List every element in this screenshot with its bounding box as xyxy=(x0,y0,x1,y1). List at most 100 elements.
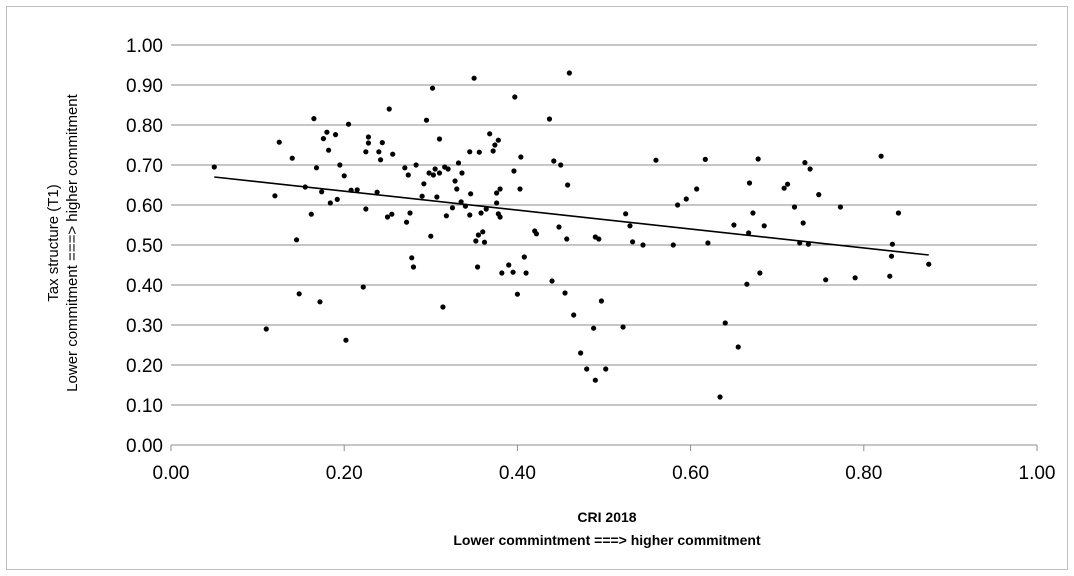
data-point xyxy=(337,162,343,168)
data-point xyxy=(702,156,708,162)
data-point xyxy=(551,158,557,164)
data-point xyxy=(293,237,300,243)
data-point xyxy=(440,304,446,310)
data-point xyxy=(592,377,598,383)
data-point xyxy=(276,139,282,145)
data-point xyxy=(781,185,787,191)
data-point xyxy=(332,132,339,138)
y-tick-label: 0.40 xyxy=(126,276,163,297)
grid-layer xyxy=(171,44,1037,406)
data-point xyxy=(735,344,741,350)
data-point xyxy=(495,137,501,143)
data-point xyxy=(653,157,659,163)
data-point xyxy=(429,85,436,91)
data-point xyxy=(468,191,474,197)
data-point xyxy=(320,136,327,142)
data-point xyxy=(521,254,527,260)
data-point xyxy=(490,148,496,154)
chart-frame: 0.00 0.10 0.20 0.30 0.40 0.50 0.60 0.70 0.80 0.90… xyxy=(6,6,1068,570)
data-point xyxy=(878,153,884,159)
trendline-layer xyxy=(214,176,929,256)
data-point xyxy=(533,231,540,237)
data-point xyxy=(426,170,432,176)
data-point xyxy=(436,170,443,176)
data-point xyxy=(675,202,681,208)
data-point xyxy=(432,166,438,172)
data-point xyxy=(584,366,590,372)
data-point xyxy=(478,210,484,216)
data-point xyxy=(326,147,332,153)
data-point xyxy=(459,170,465,176)
data-point xyxy=(705,240,711,246)
data-point xyxy=(494,190,500,196)
data-point xyxy=(564,236,570,242)
data-point xyxy=(452,178,458,184)
data-point xyxy=(629,239,636,245)
data-point xyxy=(895,210,902,216)
data-point xyxy=(445,166,451,172)
data-point xyxy=(805,241,811,247)
data-point xyxy=(591,325,597,331)
data-point xyxy=(549,278,555,284)
data-point xyxy=(272,193,278,199)
data-point xyxy=(784,181,791,187)
y-tick-label: 0.00 xyxy=(126,436,163,457)
data-point xyxy=(313,165,320,171)
data-point xyxy=(566,70,572,76)
data-point xyxy=(374,189,380,195)
y-axis-subtitle: Lower commitment ===> higher commitment xyxy=(64,93,81,391)
data-point xyxy=(384,214,391,220)
data-point xyxy=(474,264,481,270)
tick-labels-layer: 0.00 0.10 0.20 0.30 0.40 0.50 0.60 0.70 0.80 0.90… xyxy=(126,36,1055,484)
data-point xyxy=(807,166,813,172)
data-point xyxy=(343,337,349,343)
data-point xyxy=(363,206,369,212)
data-point xyxy=(487,131,493,137)
data-point xyxy=(443,213,449,219)
data-point xyxy=(750,210,756,216)
data-point xyxy=(354,187,360,193)
data-point xyxy=(888,253,895,259)
y-tick-label: 0.10 xyxy=(126,396,163,417)
data-point xyxy=(800,220,806,226)
x-tick-label: 0.40 xyxy=(499,463,536,484)
data-point xyxy=(802,160,808,166)
data-point xyxy=(744,281,750,287)
data-point xyxy=(376,149,382,155)
data-point xyxy=(476,149,482,155)
data-point xyxy=(511,168,517,174)
data-point xyxy=(926,261,932,267)
data-point xyxy=(562,290,568,296)
data-point xyxy=(683,196,689,202)
data-point xyxy=(263,326,269,332)
data-point xyxy=(694,186,700,192)
data-point xyxy=(620,324,626,330)
data-point xyxy=(428,233,434,239)
data-point xyxy=(546,116,553,122)
data-point xyxy=(578,350,584,356)
scatter-chart: 0.00 0.10 0.20 0.30 0.40 0.50 0.60 0.70 0.80 0.90… xyxy=(45,36,1055,548)
data-point xyxy=(296,291,302,297)
y-tick-label: 0.90 xyxy=(126,76,163,97)
data-point xyxy=(497,186,503,192)
y-tick-label: 0.70 xyxy=(126,156,163,177)
data-point xyxy=(419,193,425,199)
x-axis-subtitle: Lower commintment ===> higher commitment xyxy=(453,532,761,548)
data-point xyxy=(480,229,486,235)
points-layer xyxy=(211,70,932,400)
data-point xyxy=(403,219,410,225)
data-point xyxy=(757,270,763,276)
x-tick-label: 1.00 xyxy=(1019,463,1056,484)
y-tick-label: 0.80 xyxy=(126,116,163,137)
data-point xyxy=(211,164,217,170)
data-point xyxy=(746,230,752,236)
data-point xyxy=(389,211,395,217)
data-point xyxy=(377,157,384,163)
x-tick-label: 0.60 xyxy=(672,463,709,484)
data-point xyxy=(289,155,295,161)
data-point xyxy=(514,291,520,297)
data-point xyxy=(455,160,462,166)
data-point xyxy=(640,242,646,248)
data-point xyxy=(623,211,629,217)
data-point xyxy=(423,117,430,123)
